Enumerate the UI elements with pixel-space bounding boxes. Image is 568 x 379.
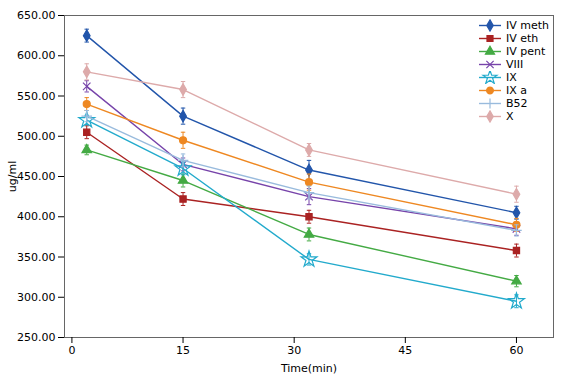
svg-text:400.00: 400.00	[17, 210, 56, 223]
svg-text:Time(min): Time(min)	[280, 362, 337, 375]
svg-text:350.00: 350.00	[17, 251, 56, 264]
html-text:IV meth: IV meth	[506, 19, 549, 32]
html-text:IX: IX	[506, 71, 517, 84]
svg-text:30: 30	[287, 344, 301, 357]
svg-text:0: 0	[68, 344, 75, 357]
html-text:X: X	[506, 110, 514, 123]
svg-text:600.00: 600.00	[17, 49, 56, 62]
html-text:B52: B52	[506, 97, 528, 110]
svg-text:250.00: 250.00	[17, 331, 56, 344]
svg-text:450.00: 450.00	[17, 170, 56, 183]
svg-text:15: 15	[176, 344, 190, 357]
svg-text:ug/ml: ug/ml	[6, 161, 19, 192]
svg-text:300.00: 300.00	[17, 291, 56, 304]
html-text:IX a: IX a	[506, 84, 527, 97]
svg-text:550.00: 550.00	[17, 90, 56, 103]
svg-text:45: 45	[398, 344, 412, 357]
svg-text:650.00: 650.00	[17, 9, 56, 22]
svg-text:60: 60	[509, 344, 523, 357]
html-text:VIII: VIII	[506, 58, 524, 71]
html-text:IV pent: IV pent	[506, 45, 546, 58]
svg-text:500.00: 500.00	[17, 130, 56, 143]
html-text:IV eth: IV eth	[506, 32, 539, 45]
